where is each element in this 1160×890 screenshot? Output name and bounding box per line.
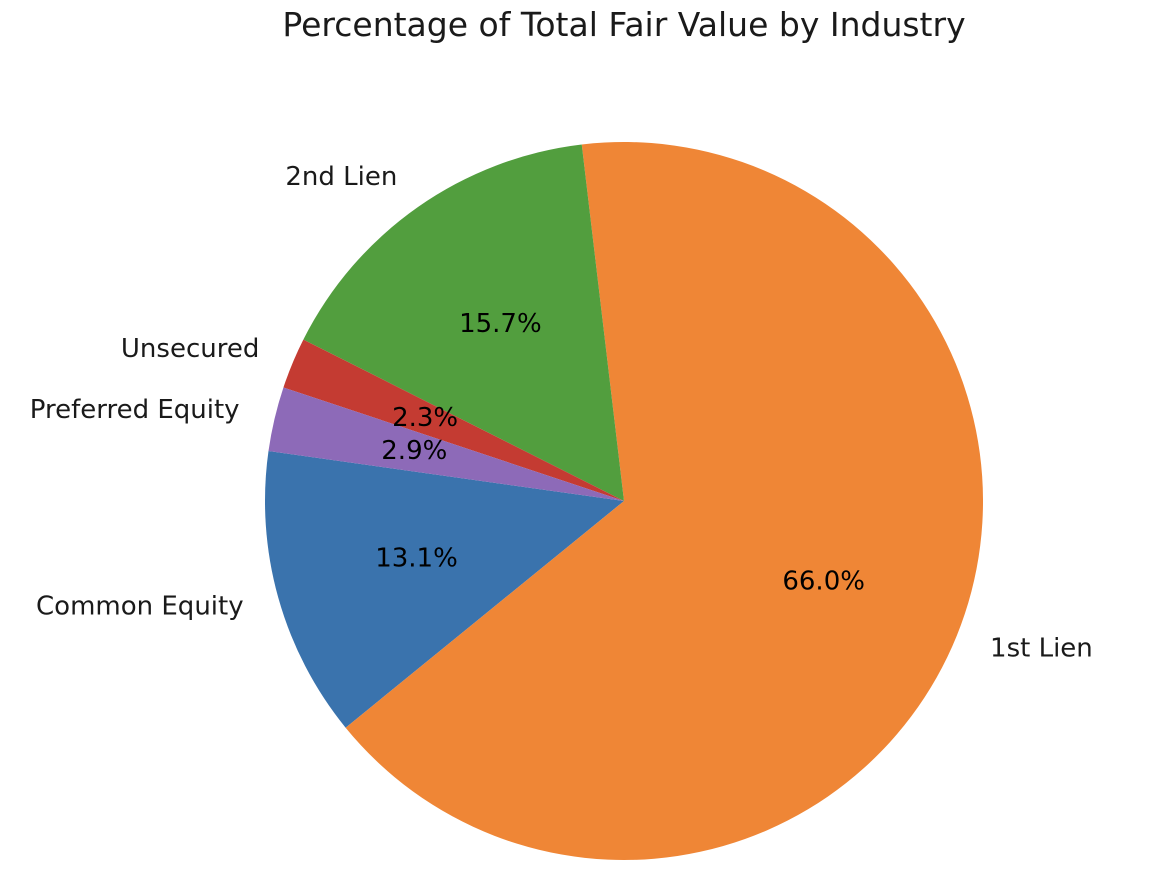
slice-percent-unsecured: 2.3% bbox=[392, 403, 458, 433]
pie-slice-preferred-equity bbox=[268, 387, 624, 501]
slice-percent-1st-lien: 66.0% bbox=[782, 566, 865, 596]
chart-title: Percentage of Total Fair Value by Indust… bbox=[282, 5, 965, 44]
pie-slice-2nd-lien bbox=[303, 144, 624, 501]
slice-label-unsecured: Unsecured bbox=[121, 334, 259, 364]
slice-label-2nd-lien: 2nd Lien bbox=[285, 162, 397, 192]
slice-label-1st-lien: 1st Lien bbox=[990, 634, 1093, 664]
slice-percent-common-equity: 13.1% bbox=[375, 543, 458, 573]
slice-label-common-equity: Common Equity bbox=[36, 592, 244, 622]
pie-labels: Common Equity 13.1% 1st Lien 66.0% 2nd Lien 1… bbox=[30, 162, 1093, 664]
pie-slice-common-equity bbox=[264, 451, 624, 728]
pie-slices bbox=[264, 142, 984, 861]
slice-label-preferred-equity: Preferred Equity bbox=[30, 395, 240, 425]
slice-percent-2nd-lien: 15.7% bbox=[459, 309, 542, 339]
slice-percent-preferred-equity: 2.9% bbox=[381, 436, 447, 466]
pie-slice-unsecured bbox=[283, 339, 624, 501]
pie-slice-1st-lien bbox=[345, 142, 984, 861]
